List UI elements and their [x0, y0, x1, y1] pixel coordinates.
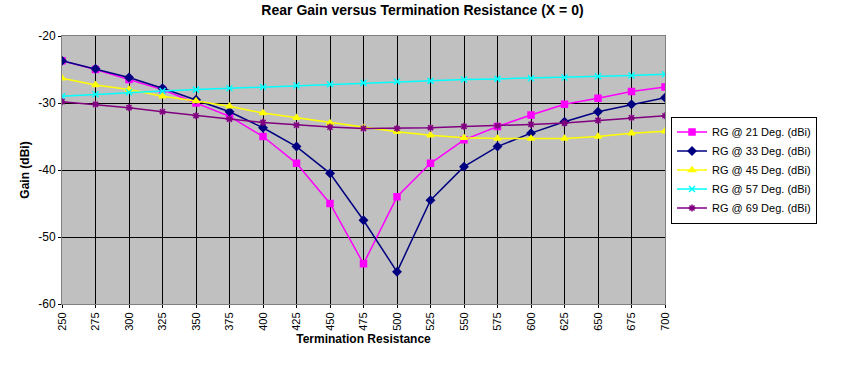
svg-text:550: 550: [458, 312, 470, 330]
svg-text:-60: -60: [38, 297, 56, 311]
svg-text:Rear Gain versus Termination R: Rear Gain versus Termination Resistance …: [261, 2, 583, 18]
svg-text:300: 300: [123, 312, 135, 330]
svg-text:325: 325: [156, 312, 168, 330]
svg-text:-40: -40: [38, 163, 56, 177]
svg-text:700: 700: [659, 312, 671, 330]
svg-text:Gain (dBi): Gain (dBi): [18, 141, 32, 198]
svg-text:-50: -50: [38, 230, 56, 244]
svg-text:650: 650: [592, 312, 604, 330]
svg-text:500: 500: [391, 312, 403, 330]
svg-text:400: 400: [257, 312, 269, 330]
svg-text:RG @ 33 Deg. (dBi): RG @ 33 Deg. (dBi): [712, 145, 811, 157]
svg-text:RG @ 21 Deg. (dBi): RG @ 21 Deg. (dBi): [712, 126, 811, 138]
svg-text:RG @ 45 Deg. (dBi): RG @ 45 Deg. (dBi): [712, 164, 811, 176]
svg-text:475: 475: [357, 312, 369, 330]
svg-text:Termination Resistance: Termination Resistance: [296, 332, 431, 346]
svg-text:425: 425: [290, 312, 302, 330]
svg-text:525: 525: [424, 312, 436, 330]
svg-text:RG @ 69 Deg. (dBi): RG @ 69 Deg. (dBi): [712, 202, 811, 214]
svg-text:RG @ 57 Deg. (dBi): RG @ 57 Deg. (dBi): [712, 183, 811, 195]
svg-text:-30: -30: [38, 96, 56, 110]
svg-text:350: 350: [190, 312, 202, 330]
svg-text:250: 250: [56, 312, 68, 330]
svg-text:575: 575: [491, 312, 503, 330]
svg-text:450: 450: [324, 312, 336, 330]
svg-text:275: 275: [89, 312, 101, 330]
svg-text:-20: -20: [38, 29, 56, 43]
svg-text:625: 625: [558, 312, 570, 330]
svg-text:375: 375: [223, 312, 235, 330]
svg-text:675: 675: [625, 312, 637, 330]
svg-text:600: 600: [525, 312, 537, 330]
